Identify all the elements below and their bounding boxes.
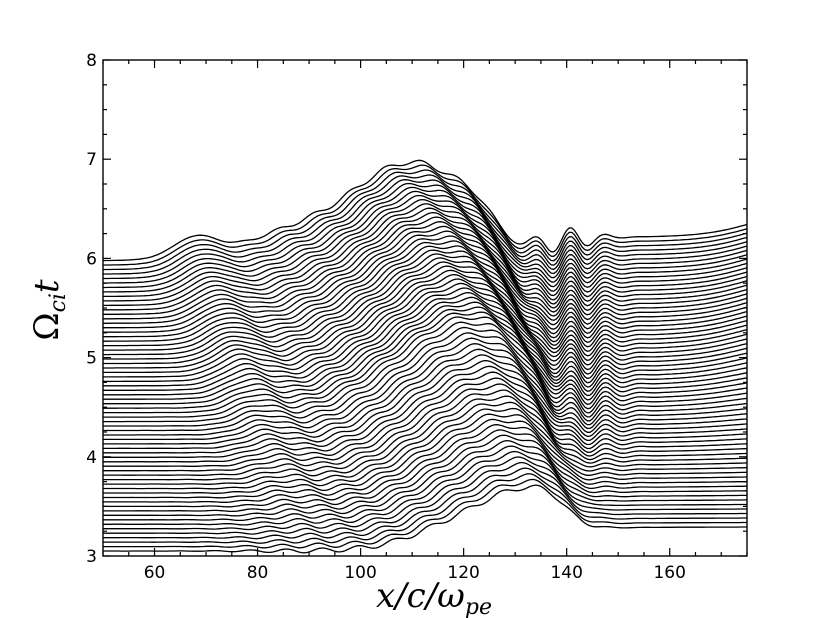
series-line <box>103 190 747 293</box>
series-line <box>103 429 747 508</box>
plot-frame <box>102 59 748 557</box>
series-layer <box>103 159 747 554</box>
series-line <box>103 249 747 351</box>
series-line <box>103 365 747 458</box>
series-line <box>103 301 747 405</box>
series-line <box>103 198 747 302</box>
series-line <box>103 159 747 262</box>
series-line <box>103 467 747 540</box>
series-line <box>103 424 747 503</box>
y-axis-title-tail: t <box>27 279 67 293</box>
series-line <box>103 383 747 472</box>
series-line <box>103 211 747 315</box>
series-line <box>103 311 747 414</box>
series-line <box>103 240 747 342</box>
series-line <box>103 265 747 369</box>
series-line <box>103 445 747 522</box>
series-line <box>103 235 747 338</box>
y-tick-label: 6 <box>86 249 97 269</box>
series-line <box>103 359 747 454</box>
series-line <box>103 164 747 266</box>
y-axis-title-main: Ω <box>27 312 67 340</box>
x-tick-label: 80 <box>247 563 269 583</box>
series-line <box>103 326 747 427</box>
x-axis-title-main: x/c/ω <box>376 576 465 616</box>
series-line <box>103 182 747 284</box>
x-axis-title: x/c/ωpe <box>376 576 492 618</box>
series-line <box>103 186 747 289</box>
series-line <box>103 413 747 494</box>
series-line <box>103 230 747 333</box>
series-line <box>103 316 747 418</box>
series-line <box>103 343 747 441</box>
series-line <box>103 473 747 544</box>
x-tick-label: 160 <box>653 563 685 583</box>
series-line <box>103 377 747 467</box>
x-tick-label: 120 <box>447 563 479 583</box>
series-line <box>103 245 747 347</box>
series-line <box>103 389 747 476</box>
series-line <box>103 321 747 423</box>
series-line <box>103 194 747 298</box>
series-line <box>103 203 747 307</box>
x-axis-title-sub: pe <box>465 595 492 618</box>
series-line <box>103 169 747 271</box>
series-line <box>103 456 747 531</box>
series-line <box>103 273 747 378</box>
series-line <box>103 216 747 320</box>
series-line <box>103 278 747 383</box>
y-tick-label: 4 <box>86 448 97 468</box>
series-line <box>103 478 747 549</box>
series-line <box>103 484 747 554</box>
series-line <box>103 354 747 450</box>
series-line <box>103 306 747 409</box>
series-line <box>103 287 747 391</box>
y-axis-title-sub: ci <box>46 293 71 312</box>
series-line <box>103 179 747 280</box>
series-line <box>103 225 747 329</box>
tick-labels-layer: 60 80 100 120 140 160 3 4 5 6 7 8 <box>86 51 686 583</box>
series-line <box>103 257 747 360</box>
series-line <box>103 337 747 436</box>
series-line <box>103 253 747 356</box>
y-tick-label: 5 <box>86 349 97 369</box>
series-line <box>103 395 747 481</box>
series-line <box>103 261 747 365</box>
series-line <box>103 282 747 387</box>
x-tick-label: 140 <box>550 563 582 583</box>
y-axis-title: Ωcit <box>27 279 71 341</box>
series-line <box>103 371 747 463</box>
series-line <box>103 407 747 490</box>
series-line <box>103 348 747 445</box>
series-line <box>103 439 747 517</box>
series-line <box>103 450 747 526</box>
y-tick-label: 3 <box>86 547 97 567</box>
y-tick-label: 7 <box>86 150 97 170</box>
x-tick-label: 100 <box>344 563 376 583</box>
series-line <box>103 291 747 396</box>
series-line <box>103 221 747 324</box>
series-line <box>103 296 747 400</box>
series-line <box>103 461 747 535</box>
series-line <box>103 207 747 311</box>
x-tick-label: 60 <box>144 563 166 583</box>
series-line <box>103 332 747 432</box>
y-tick-label: 8 <box>86 51 97 71</box>
series-line <box>103 401 747 485</box>
series-line <box>103 269 747 374</box>
series-line <box>103 174 747 275</box>
series-line <box>103 434 747 513</box>
series-line <box>103 418 747 499</box>
